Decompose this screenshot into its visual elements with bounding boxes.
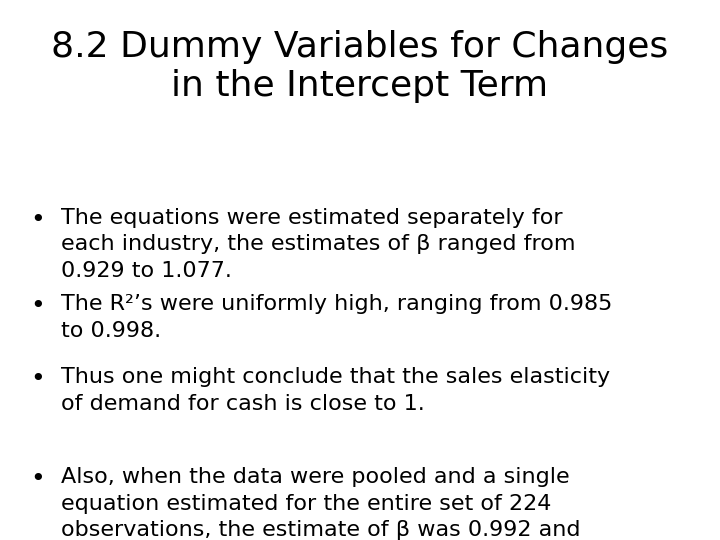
- Text: •: •: [30, 208, 45, 232]
- Text: •: •: [30, 467, 45, 491]
- Text: Thus one might conclude that the sales elasticity
of demand for cash is close to: Thus one might conclude that the sales e…: [61, 367, 611, 414]
- Text: •: •: [30, 294, 45, 318]
- Text: 8.2 Dummy Variables for Changes
in the Intercept Term: 8.2 Dummy Variables for Changes in the I…: [51, 30, 669, 103]
- Text: Also, when the data were pooled and a single
equation estimated for the entire s: Also, when the data were pooled and a si…: [61, 467, 581, 540]
- Text: The R²’s were uniformly high, ranging from 0.985
to 0.998.: The R²’s were uniformly high, ranging fr…: [61, 294, 613, 341]
- Text: The equations were estimated separately for
each industry, the estimates of β ra: The equations were estimated separately …: [61, 208, 576, 281]
- Text: •: •: [30, 367, 45, 391]
